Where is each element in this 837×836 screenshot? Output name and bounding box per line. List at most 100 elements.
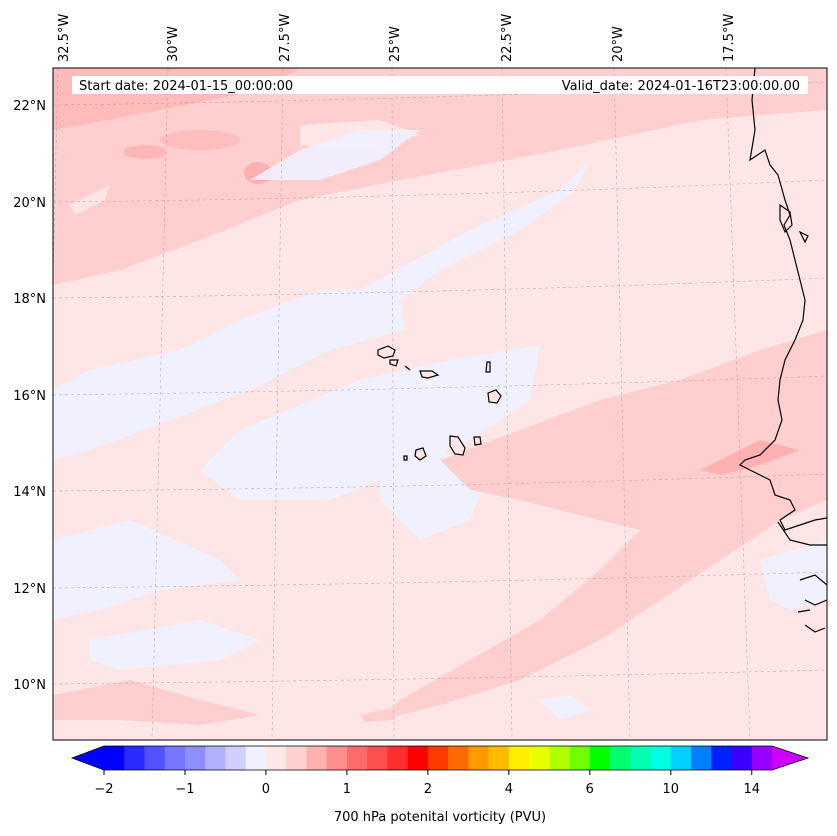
island-outline [487, 389, 502, 404]
africa-coastline [777, 521, 827, 546]
graticule-line [391, 68, 395, 740]
colorbar-extend-high [772, 746, 808, 770]
colorbar-tick-label: 2 [424, 782, 432, 797]
colorbar-segment [711, 746, 733, 770]
latitude-label: 22°N [13, 99, 46, 114]
graticule-line [501, 68, 513, 740]
graticule-line [725, 68, 751, 740]
colorbar-segment [144, 746, 166, 770]
pv-low-pv-patch [540, 695, 590, 720]
pv-dark-pink-blob [700, 440, 800, 475]
longitude-label: 32.5°W [57, 14, 72, 62]
graticule [53, 68, 827, 740]
colorbar-segment [731, 746, 753, 770]
pv-low-pv-band [53, 520, 240, 620]
pv-light-patch [70, 185, 110, 215]
pv-pink-region-southeast [380, 330, 827, 720]
colorbar-tick-label: 0 [262, 782, 270, 797]
latitude-label: 20°N [13, 196, 46, 211]
coastal-island-outline [798, 230, 809, 244]
colorbar-segment [448, 746, 469, 770]
colorbar-tick-label: 6 [586, 782, 594, 797]
latitude-label: 14°N [13, 485, 46, 500]
colorbar-segment [670, 746, 692, 770]
colorbar-segment [407, 746, 429, 770]
colorbar-tick-label: 1 [343, 782, 351, 797]
pv-pink-region-southwest [53, 680, 260, 725]
coastline [738, 68, 827, 633]
graticule-line [53, 179, 827, 203]
pv-pink-patch [360, 708, 395, 722]
colorbar-segment [225, 746, 247, 770]
island-outline [404, 365, 411, 371]
colorbar-segment [610, 746, 631, 770]
latitude-label: 18°N [13, 292, 46, 307]
island-outline [473, 436, 482, 446]
valid-date-text: Valid_date: 2024-01-16T23:00:00.00 [562, 79, 800, 94]
island-outline [389, 359, 399, 367]
africa-coastline [738, 68, 827, 531]
colorbar-segment [751, 746, 773, 770]
header-box [72, 76, 808, 94]
colorbar-segment [326, 746, 348, 770]
island-outline [449, 435, 466, 456]
colorbar-segment [650, 746, 672, 770]
colorbar-segment [367, 746, 388, 770]
colorbar-extend-low [72, 746, 104, 770]
colorbar-tick-label: 10 [663, 782, 680, 797]
pv-low-pv-band [250, 130, 420, 180]
pv-dark-pink-blob [123, 145, 167, 159]
longitude-label: 22.5°W [500, 14, 515, 62]
pv-field [53, 68, 827, 740]
cape-verde-islands [377, 345, 502, 461]
colorbar-tick-label: 14 [743, 782, 760, 797]
pv-low-pv-patch [760, 540, 827, 610]
longitude-label: 25°W [388, 26, 403, 62]
graticule-line [53, 375, 827, 396]
colorbar-segment [306, 746, 328, 770]
graticule-line [151, 68, 169, 740]
pv-low-pv-band [200, 345, 540, 500]
longitude-label: 17.5°W [722, 14, 737, 62]
colorbar-segment [245, 746, 267, 770]
colorbar-segment [124, 746, 145, 770]
island-outline [403, 455, 408, 461]
colorbar-tick-label: −1 [175, 782, 194, 797]
island-outline [419, 370, 440, 379]
longitude-labels: 32.5°W 30°W 27.5°W 25°W 22.5°W 20°W 17.5… [57, 14, 737, 62]
colorbar-tick-label: −2 [94, 782, 113, 797]
colorbar-segment [205, 746, 226, 770]
pv-dark-pink-blob [160, 130, 240, 150]
colorbar-segment [346, 746, 368, 770]
colorbar-segment [164, 746, 186, 770]
pv-low-pv-band [53, 290, 405, 460]
graticule-line [53, 81, 827, 106]
colorbar-segment [691, 746, 712, 770]
colorbar-segments [104, 746, 773, 770]
colorbar-segment [387, 746, 409, 770]
island-outline [377, 345, 396, 359]
latitude-label: 12°N [13, 582, 46, 597]
graticule-line [53, 473, 827, 492]
colorbar-ticks: −2 −1 0 1 2 4 6 10 14 [94, 770, 760, 797]
island-outline [414, 447, 427, 461]
colorbar-segment [488, 746, 510, 770]
latitude-label: 10°N [13, 678, 46, 693]
colorbar-segment [549, 746, 571, 770]
longitude-label: 27.5°W [278, 14, 293, 62]
graticule-line [53, 571, 827, 589]
graticule-line [53, 669, 827, 685]
graticule-line [53, 277, 827, 299]
map-frame [52, 67, 828, 741]
colorbar-segment [286, 746, 307, 770]
colorbar-segment [184, 746, 206, 770]
colorbar-segment [104, 746, 125, 770]
pv-low-pv-band [90, 620, 260, 670]
island-outline [485, 361, 491, 373]
graticule-line [613, 68, 631, 740]
longitude-label: 20°W [611, 26, 626, 62]
pv-pink-region-north [53, 68, 827, 285]
colorbar-segment [569, 746, 591, 770]
colorbar-segment [427, 746, 449, 770]
africa-coastline [797, 574, 827, 633]
